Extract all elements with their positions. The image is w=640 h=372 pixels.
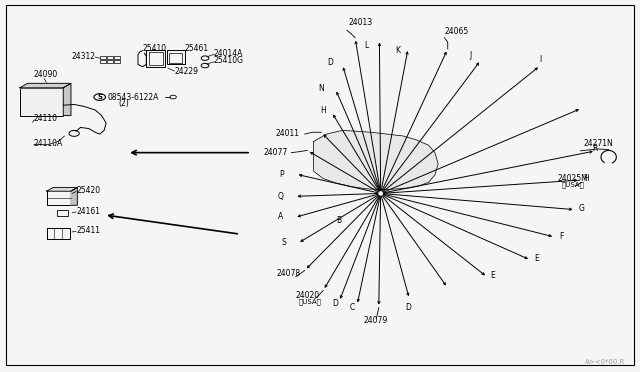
Text: 24229: 24229 <box>174 67 198 76</box>
Text: I: I <box>539 55 541 64</box>
Text: K: K <box>396 46 401 55</box>
Text: 24014A: 24014A <box>214 49 243 58</box>
Text: 24077: 24077 <box>264 148 288 157</box>
Text: D: D <box>327 58 333 67</box>
Text: E: E <box>490 271 495 280</box>
Text: 25410G: 25410G <box>214 56 244 65</box>
Text: 24078: 24078 <box>276 269 301 278</box>
Text: 25420: 25420 <box>76 186 100 195</box>
Text: C: C <box>349 303 355 312</box>
Text: 〈USA〉: 〈USA〉 <box>298 298 321 305</box>
Text: S: S <box>97 94 102 100</box>
Bar <box>108 55 113 59</box>
Text: (2): (2) <box>119 99 129 108</box>
Text: 〈USA〉: 〈USA〉 <box>561 181 584 188</box>
Bar <box>20 88 63 116</box>
Text: 25461: 25461 <box>184 44 209 52</box>
Bar <box>167 50 184 64</box>
Text: R: R <box>592 144 597 153</box>
Polygon shape <box>63 83 71 116</box>
Text: B: B <box>336 216 341 225</box>
Text: 25411: 25411 <box>76 226 100 235</box>
Text: D: D <box>405 303 411 312</box>
Text: 2401З: 2401З <box>349 18 373 28</box>
Text: 24161: 24161 <box>76 207 100 216</box>
Text: J: J <box>469 51 471 60</box>
Bar <box>57 210 68 216</box>
Polygon shape <box>20 83 71 88</box>
Text: L: L <box>365 41 369 51</box>
Text: 08543-6122A: 08543-6122A <box>108 93 159 102</box>
Polygon shape <box>71 187 77 205</box>
Bar <box>100 55 106 59</box>
Text: G: G <box>579 204 584 213</box>
Text: 24065: 24065 <box>445 26 468 36</box>
Text: 24312: 24312 <box>71 52 95 61</box>
Text: H: H <box>321 106 326 115</box>
Bar <box>100 60 106 63</box>
Bar <box>108 60 113 63</box>
Text: 24110: 24110 <box>34 114 58 123</box>
Bar <box>115 60 120 63</box>
Text: A><0*00.R: A><0*00.R <box>585 359 625 365</box>
Bar <box>115 55 120 59</box>
Text: D: D <box>332 299 339 308</box>
Text: Q: Q <box>278 192 284 201</box>
Text: 24020: 24020 <box>296 291 320 300</box>
Text: 24025M: 24025M <box>557 174 588 183</box>
Text: 25410: 25410 <box>143 44 166 53</box>
Text: 24090: 24090 <box>34 70 58 79</box>
Polygon shape <box>314 131 438 190</box>
Bar <box>149 52 163 65</box>
Text: A: A <box>278 212 284 221</box>
Text: 24079: 24079 <box>364 317 388 326</box>
Text: P: P <box>279 170 284 179</box>
Text: F: F <box>559 231 564 241</box>
Text: 24271N: 24271N <box>583 139 613 148</box>
Bar <box>47 191 71 205</box>
Text: 24011: 24011 <box>275 129 300 138</box>
Text: 24110A: 24110A <box>34 139 63 148</box>
Bar <box>47 228 70 238</box>
Bar <box>170 52 182 63</box>
Text: S: S <box>282 238 286 247</box>
Text: E: E <box>534 254 539 263</box>
Text: N: N <box>318 84 324 93</box>
Bar <box>147 49 166 67</box>
Polygon shape <box>47 187 77 191</box>
Text: H: H <box>583 174 589 183</box>
